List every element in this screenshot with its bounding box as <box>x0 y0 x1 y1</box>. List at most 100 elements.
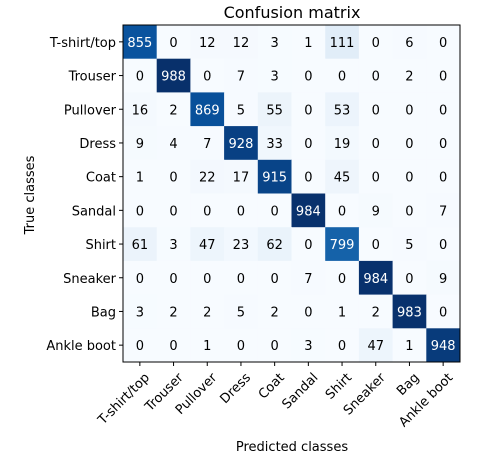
heatmap-cell <box>358 328 394 363</box>
heatmap-cell <box>325 126 360 161</box>
heatmap-cell <box>392 294 427 329</box>
cell-value-label: 47 <box>199 238 216 253</box>
heatmap-cell <box>156 159 191 194</box>
heatmap-cell <box>392 58 427 93</box>
cell-value-label: 0 <box>304 137 312 152</box>
cell-value-label: 0 <box>136 339 144 354</box>
cell-value-label: 23 <box>233 238 250 253</box>
heatmap-cell <box>358 193 394 228</box>
cell-value-label: 983 <box>397 305 422 320</box>
heatmap-cell <box>392 159 427 194</box>
heatmap-cell <box>190 159 225 194</box>
cell-value-label: 6 <box>405 36 413 51</box>
x-axis-label: Predicted classes <box>236 440 348 455</box>
heatmap-cell <box>358 227 394 262</box>
heatmap-cell <box>426 227 461 262</box>
heatmap-cell <box>392 260 427 296</box>
cell-value-label: 0 <box>338 272 346 287</box>
cell-value-label: 7 <box>203 137 211 152</box>
heatmap-cell <box>291 294 326 329</box>
cell-value-label: 0 <box>439 171 447 186</box>
cell-value-label: 0 <box>169 171 177 186</box>
heatmap-cell <box>325 294 360 329</box>
cell-value-label: 984 <box>296 204 321 219</box>
y-tick-label: Coat <box>86 171 116 186</box>
heatmap-cell <box>392 25 427 60</box>
cell-value-label: 3 <box>271 70 279 85</box>
heatmap-cell <box>257 328 292 363</box>
heatmap-cell <box>392 227 427 262</box>
y-axis-ticks: T-shirt/top Trouser Pullover Dress Coat Sanda… <box>46 36 123 354</box>
heatmap-cell <box>291 193 326 228</box>
chart-title: Confusion matrix <box>224 3 361 22</box>
heatmap-cell-labels: 855 0 12 12 3 1 111 0 6 00 988 0 7 3 0 0 0 2 016 2 869 5 55 0 53… <box>127 36 455 354</box>
cell-value-label: 0 <box>304 238 312 253</box>
heatmap-cell <box>392 193 427 228</box>
cell-value-label: 0 <box>136 70 144 85</box>
cell-value-label: 0 <box>372 238 380 253</box>
cell-value-label: 9 <box>439 272 447 287</box>
heatmap-cell <box>426 193 461 228</box>
cell-value-label: 0 <box>439 305 447 320</box>
heatmap-cell <box>325 227 360 262</box>
heatmap-cell <box>224 328 259 363</box>
cell-value-label: 0 <box>338 70 346 85</box>
cell-value-label: 19 <box>334 137 351 152</box>
heatmap-cell <box>156 260 191 296</box>
y-tick-label: Sneaker <box>63 272 117 287</box>
cell-value-label: 0 <box>203 204 211 219</box>
cell-value-label: 12 <box>233 36 250 51</box>
cell-value-label: 0 <box>372 171 380 186</box>
heatmap-cell <box>224 92 259 127</box>
cell-value-label: 0 <box>372 70 380 85</box>
heatmap-cell <box>325 260 360 296</box>
cell-value-label: 9 <box>136 137 144 152</box>
cell-value-label: 2 <box>372 305 380 320</box>
heatmap-cells <box>123 25 461 363</box>
cell-value-label: 45 <box>334 171 351 186</box>
cell-value-label: 2 <box>271 305 279 320</box>
cell-value-label: 0 <box>439 36 447 51</box>
cell-value-label: 3 <box>169 238 177 253</box>
y-tick-label: T-shirt/top <box>49 36 116 51</box>
heatmap-cell <box>392 126 427 161</box>
heatmap-cell <box>358 126 394 161</box>
heatmap-cell <box>291 328 326 363</box>
heatmap-cell <box>291 260 326 296</box>
heatmap-cell <box>123 260 158 296</box>
heatmap-cell <box>426 328 461 363</box>
heatmap-cell <box>426 159 461 194</box>
cell-value-label: 0 <box>304 171 312 186</box>
cell-value-label: 1 <box>338 305 346 320</box>
cell-value-label: 0 <box>372 137 380 152</box>
cell-value-label: 9 <box>372 204 380 219</box>
cell-value-label: 2 <box>169 305 177 320</box>
heatmap-cell <box>291 58 326 93</box>
cell-value-label: 0 <box>203 272 211 287</box>
cell-value-label: 988 <box>161 70 186 85</box>
cell-value-label: 7 <box>304 272 312 287</box>
heatmap-cell <box>123 159 158 194</box>
heatmap-cell <box>156 58 191 93</box>
heatmap-cell <box>123 193 158 228</box>
cell-value-label: 17 <box>233 171 250 186</box>
heatmap-cell <box>257 58 292 93</box>
heatmap-cell <box>123 25 158 60</box>
heatmap-cell <box>190 260 225 296</box>
cell-value-label: 61 <box>132 238 149 253</box>
heatmap-cell <box>257 193 292 228</box>
heatmap-cell <box>426 294 461 329</box>
y-axis-label: True classes <box>23 155 38 235</box>
cell-value-label: 0 <box>372 103 380 118</box>
heatmap-cell <box>325 193 360 228</box>
heatmap-cell <box>426 25 461 60</box>
cell-value-label: 53 <box>334 103 351 118</box>
heatmap-cell <box>224 227 259 262</box>
y-tick-label: Pullover <box>64 103 117 118</box>
heatmap-cell <box>123 126 158 161</box>
heatmap-cell <box>291 227 326 262</box>
cell-value-label: 111 <box>330 36 355 51</box>
heatmap-cell <box>358 92 394 127</box>
x-tick-label: T-shirt/top <box>95 370 153 428</box>
